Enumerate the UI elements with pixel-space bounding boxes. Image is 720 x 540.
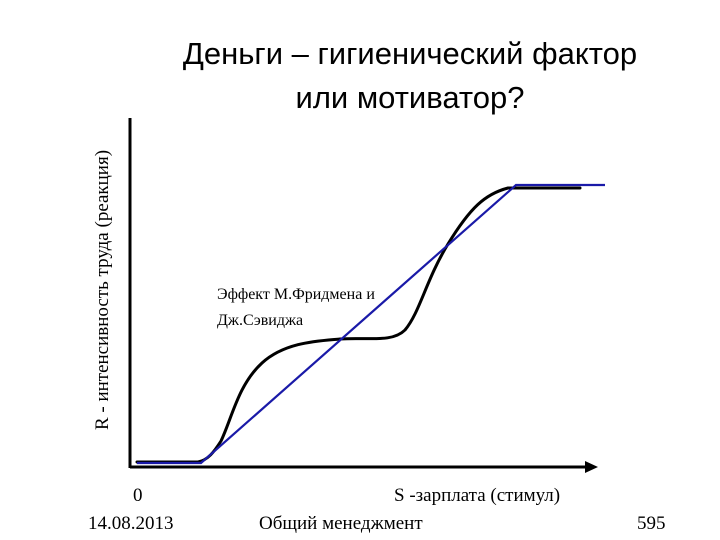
slide-title: Деньги – гигиенический фактор или мотива… bbox=[130, 32, 690, 120]
footer-date: 14.08.2013 bbox=[88, 513, 174, 534]
slide-title-line1: Деньги – гигиенический фактор bbox=[182, 36, 638, 71]
footer-page-number: 595 bbox=[637, 513, 666, 534]
x-axis-label: S -зарплата (стимул) bbox=[394, 485, 561, 506]
footer-course: Общий менеджмент bbox=[259, 513, 423, 534]
annotation-line2: Дж.Сэвиджа bbox=[217, 312, 303, 329]
slide-title-line2: или мотиватор? bbox=[295, 80, 525, 115]
origin-label: 0 bbox=[133, 485, 143, 506]
linear-line bbox=[137, 183, 605, 465]
annotation-line1: Эффект М.Фридмена и bbox=[217, 286, 375, 303]
x-axis-arrow bbox=[585, 461, 598, 473]
